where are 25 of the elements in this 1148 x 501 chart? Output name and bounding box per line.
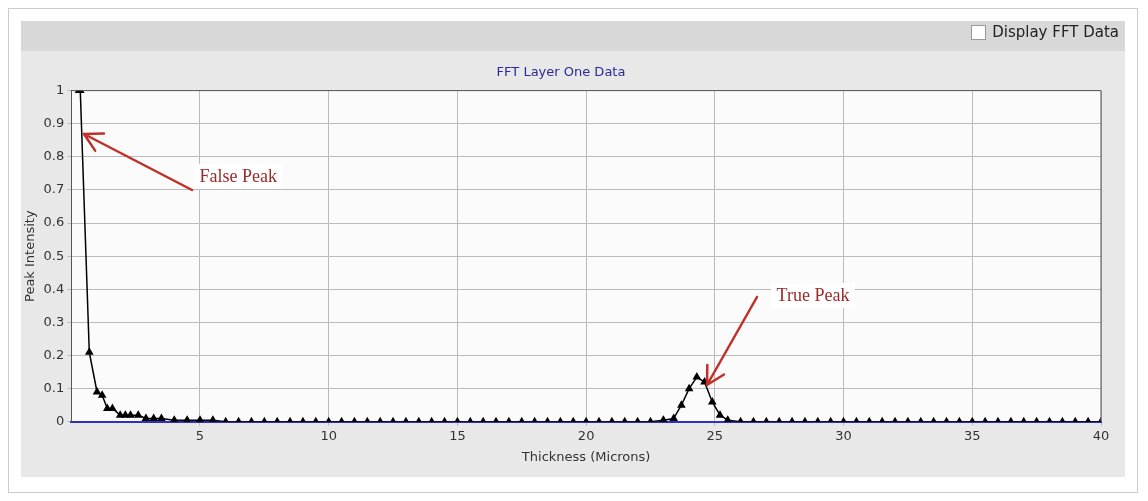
x-axis-title: Thickness (Microns)	[520, 448, 651, 464]
y-tick-label: 0.2	[43, 346, 65, 362]
annotation: False Peak	[193, 163, 284, 189]
y-axis-title: Peak Intensity	[22, 210, 38, 302]
x-tick-label: 25	[706, 427, 724, 443]
chart-title: FFT Layer One Data	[496, 64, 626, 80]
y-tick-label: 0.4	[43, 280, 65, 296]
y-tick-label: 0.8	[43, 148, 65, 164]
y-tick-label: 0.3	[43, 313, 65, 329]
y-tick-label: 0	[55, 413, 65, 429]
y-tick-label: 0.1	[43, 380, 65, 396]
y-tick-label: 1	[55, 81, 65, 97]
text: Display FFT Data	[992, 23, 1119, 41]
x-tick-label: 40	[1092, 427, 1110, 443]
y-tick-label: 0.7	[43, 181, 65, 197]
x-tick-label: 30	[835, 427, 852, 443]
y-tick-label: 0.6	[43, 214, 65, 230]
x-tick-label: 35	[964, 427, 981, 443]
x-tick-label: 5	[195, 427, 205, 443]
y-tick-label: 0.9	[43, 115, 65, 131]
y-tick-label: 0.5	[43, 247, 65, 263]
annotation: True Peak	[770, 283, 856, 309]
x-tick-label: 20	[577, 427, 595, 443]
x-tick-label: 15	[449, 427, 466, 443]
x-tick-label: 10	[320, 427, 337, 443]
